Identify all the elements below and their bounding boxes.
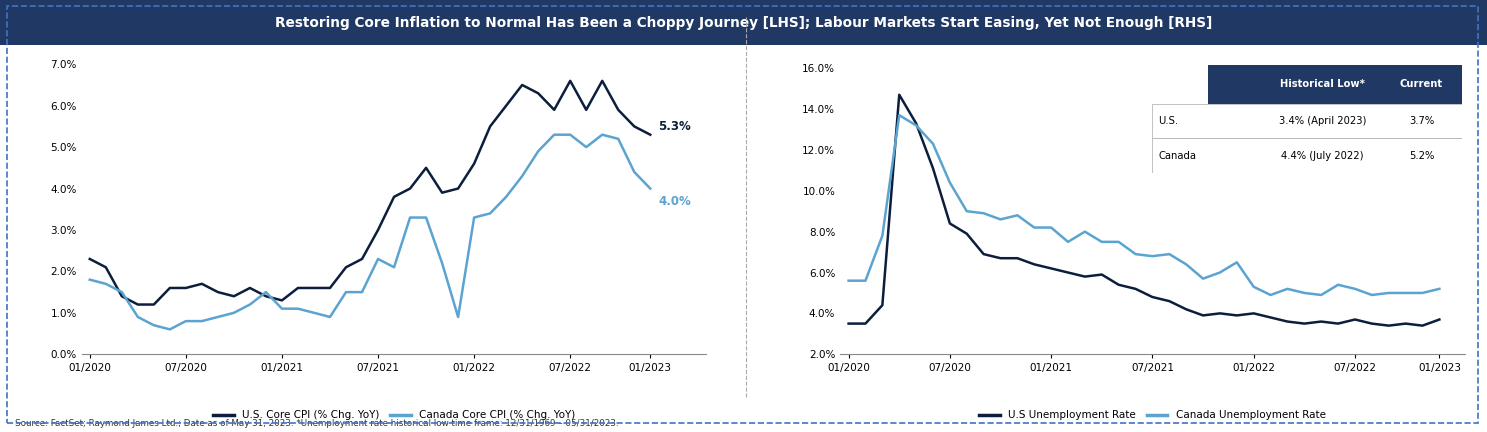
Text: Restoring Core Inflation to Normal Has Been a Choppy Journey [LHS]; Labour Marke: Restoring Core Inflation to Normal Has B… — [275, 16, 1212, 30]
Text: U.S.: U.S. — [1158, 116, 1179, 126]
Text: 5.3%: 5.3% — [659, 120, 691, 133]
Text: 5.2%: 5.2% — [1408, 150, 1433, 161]
Text: Current: Current — [1399, 79, 1442, 89]
Legend: U.S Unemployment Rate, Canada Unemployment Rate: U.S Unemployment Rate, Canada Unemployme… — [975, 407, 1329, 425]
Text: 4.0%: 4.0% — [659, 195, 691, 208]
Legend: U.S. Core CPI (% Chg. YoY), Canada Core CPI (% Chg. YoY): U.S. Core CPI (% Chg. YoY), Canada Core … — [208, 407, 580, 425]
Text: Canada: Canada — [1158, 150, 1197, 161]
Bar — [1152, 138, 1462, 173]
Text: 4.4% (July 2022): 4.4% (July 2022) — [1282, 150, 1364, 161]
Text: Historical Low*: Historical Low* — [1280, 79, 1365, 89]
Text: Source: FactSet; Raymond James Ltd.; Date as of May 31, 2023. *Unemployment rate: Source: FactSet; Raymond James Ltd.; Dat… — [15, 419, 619, 428]
Text: 3.7%: 3.7% — [1408, 116, 1433, 126]
Bar — [1152, 104, 1462, 138]
Bar — [1207, 65, 1462, 104]
Text: 3.4% (April 2023): 3.4% (April 2023) — [1279, 116, 1367, 126]
